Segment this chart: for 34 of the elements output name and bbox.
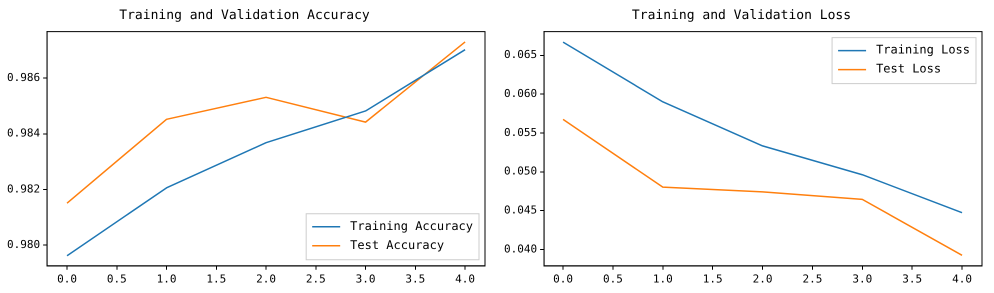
x-tick-label: 2.5 xyxy=(802,272,822,286)
x-tick-label: 0.5 xyxy=(603,272,623,286)
x-tick-label: 3.0 xyxy=(852,272,872,286)
legend-label: Test Accuracy xyxy=(350,238,444,252)
x-tick-label: 0.5 xyxy=(106,272,127,286)
y-tick-label: 0.045 xyxy=(504,204,538,217)
x-tick-label: 3.5 xyxy=(405,272,426,286)
x-tick-label: 0.0 xyxy=(57,272,77,286)
chart-title: Training and Validation Accuracy xyxy=(119,8,370,24)
legend-label: Test Loss xyxy=(876,62,942,76)
x-tick-label: 0.0 xyxy=(553,272,573,286)
y-tick-label: 0.982 xyxy=(6,182,40,196)
x-tick-label: 1.0 xyxy=(652,272,673,286)
legend-label: Training Loss xyxy=(876,42,970,57)
x-tick-label: 1.5 xyxy=(206,272,226,286)
y-tick-label: 0.060 xyxy=(504,87,538,100)
x-tick-label: 2.0 xyxy=(752,272,772,286)
x-tick-label: 4.0 xyxy=(455,272,476,286)
chart-title: Training and Validation Loss xyxy=(632,8,852,24)
y-tick-label: 0.986 xyxy=(6,70,40,84)
y-tick-label: 0.050 xyxy=(504,164,538,178)
y-tick-label: 0.055 xyxy=(504,126,538,139)
x-tick-label: 1.0 xyxy=(156,272,176,286)
legend-label: Training Accuracy xyxy=(350,218,474,233)
y-tick-label: 0.984 xyxy=(6,126,40,140)
x-tick-label: 4.0 xyxy=(952,272,972,286)
x-tick-label: 3.5 xyxy=(902,272,922,286)
y-tick-label: 0.980 xyxy=(6,238,40,252)
x-tick-label: 2.5 xyxy=(306,272,326,286)
y-tick-label: 0.065 xyxy=(504,48,538,62)
x-tick-label: 2.0 xyxy=(256,272,276,286)
x-tick-label: 3.0 xyxy=(356,272,376,286)
y-tick-label: 0.040 xyxy=(504,242,538,256)
x-tick-label: 1.5 xyxy=(702,272,723,286)
